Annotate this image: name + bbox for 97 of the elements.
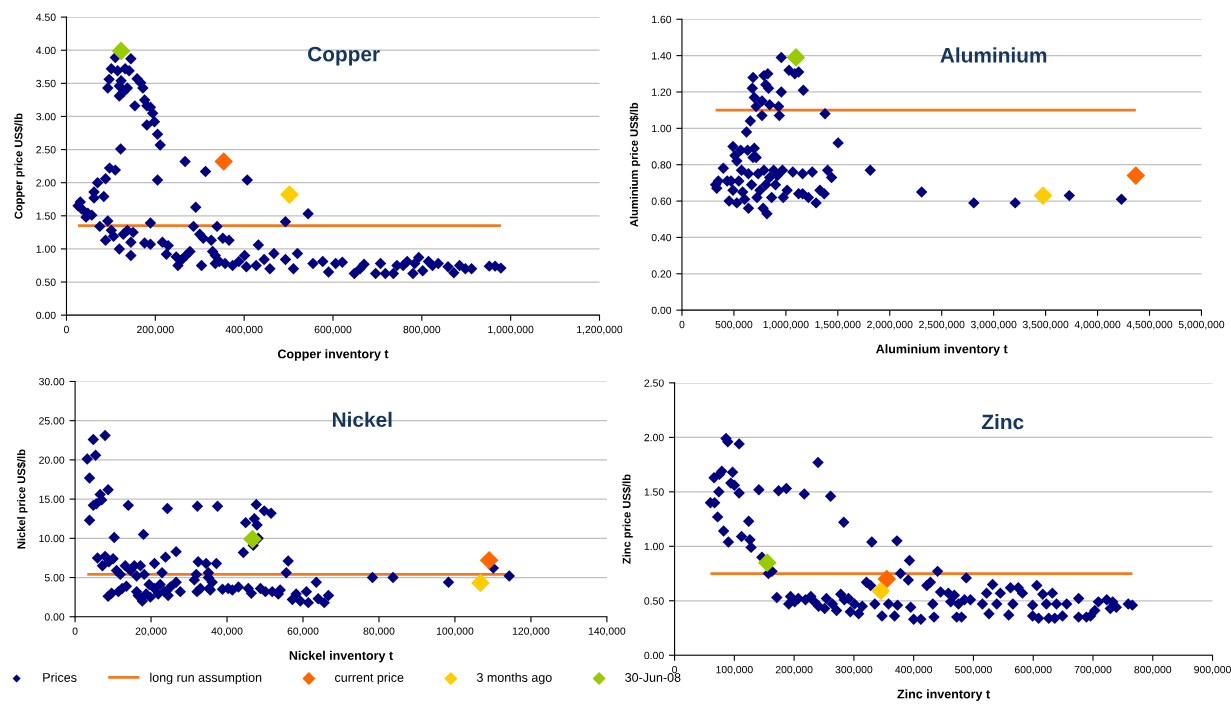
- y-tick-label: 1.50: [36, 212, 56, 220]
- y-tick-label: 5.00: [44, 574, 65, 582]
- legend-label: current price: [335, 672, 404, 685]
- x-tick-label: 400,000: [225, 325, 263, 335]
- y-tick-label: 0.00: [644, 651, 664, 660]
- y-tick-label: 4.00: [36, 46, 56, 55]
- y-tick-label: 0.40: [651, 233, 672, 242]
- y-tick-label: 0.60: [651, 197, 672, 205]
- y-tick-label: 0.50: [644, 597, 664, 605]
- x-tick-label: 4,500,000: [1126, 320, 1173, 330]
- x-tick-label: 3,000,000: [970, 320, 1017, 330]
- x-tick-label: 600,000: [1014, 665, 1052, 675]
- point: [1033, 186, 1053, 205]
- y-tick-label: 2.50: [644, 379, 664, 387]
- point: [280, 185, 299, 204]
- y-tick-label: 3.50: [36, 79, 56, 88]
- y-tick-label: 1.50: [644, 488, 664, 496]
- y-axis-title: Aluminium price US$/lb: [629, 102, 641, 227]
- y-tick-label: 1.20: [652, 88, 672, 96]
- x-tick-label: 1,000,000: [488, 325, 534, 335]
- x-axis-title: Zinc inventory t: [897, 689, 990, 701]
- x-axis-title: Nickel inventory t: [289, 650, 393, 663]
- x-tick-label: 2,000,000: [867, 320, 913, 330]
- x-tick-label: 800,000: [1134, 665, 1172, 675]
- x-tick-label: 80,000: [363, 627, 395, 637]
- y-tick-label: 0.00: [44, 613, 65, 621]
- x-tick-label: 100,000: [716, 665, 753, 675]
- x-tick-label: 500,000: [955, 665, 992, 675]
- legend-label: long run assumption: [150, 672, 262, 685]
- x-tick-label: 400,000: [895, 665, 933, 675]
- x-tick-label: 1,500,000: [815, 320, 861, 330]
- x-tick-label: 500,000: [715, 320, 753, 330]
- x-tick-label: 700,000: [1074, 665, 1112, 675]
- y-tick-label: 2.00: [644, 433, 664, 442]
- point: [479, 550, 499, 570]
- y-tick-label: 1.00: [652, 124, 672, 133]
- x-tick-label: 0: [672, 665, 678, 674]
- point: [877, 569, 897, 589]
- x-tick-label: 20,000: [135, 627, 167, 637]
- x-tick-label: 120,000: [512, 627, 550, 637]
- y-tick-label: 15.00: [39, 495, 65, 503]
- y-tick-label: 4.50: [36, 13, 56, 21]
- y-tick-label: 1.40: [652, 52, 672, 60]
- x-tick-label: 200,000: [137, 325, 174, 335]
- y-tick-label: 20.00: [39, 456, 65, 464]
- point: [757, 553, 777, 572]
- y-tick-label: 25.00: [39, 417, 65, 425]
- x-axis-title: Aluminium inventory t: [876, 344, 1008, 356]
- y-tick-label: 2.00: [36, 179, 56, 187]
- y-tick-label: 30.00: [39, 377, 65, 386]
- x-tick-label: 600,000: [314, 325, 352, 335]
- y-tick-label: 0.80: [651, 161, 672, 169]
- point: [214, 152, 234, 171]
- x-tick-label: 0: [679, 320, 685, 329]
- point: [243, 529, 262, 549]
- point: [786, 48, 806, 67]
- y-tick-label: 3.00: [36, 112, 56, 121]
- point: [111, 41, 131, 61]
- x-tick-label: 1,000,000: [763, 320, 809, 330]
- x-tick-label: 200,000: [775, 665, 813, 675]
- y-tick-label: 0.20: [651, 270, 672, 278]
- x-tick-label: 1,200,000: [577, 325, 623, 335]
- x-tick-label: 0: [72, 627, 78, 635]
- y-tick-label: 0.50: [36, 278, 56, 286]
- point: [871, 581, 891, 601]
- x-tick-label: 5,000,000: [1178, 320, 1225, 330]
- x-tick-label: 3,500,000: [1022, 320, 1069, 330]
- legend-label: Prices: [43, 672, 77, 682]
- x-tick-label: 140,000: [588, 627, 626, 637]
- x-tick-label: 300,000: [835, 665, 873, 675]
- y-tick-label: 1.00: [644, 542, 664, 551]
- text: Copper: [308, 46, 380, 66]
- x-tick-label: 60,000: [287, 627, 319, 637]
- y-tick-label: 1.60: [652, 15, 672, 24]
- x-tick-label: 800,000: [403, 325, 441, 335]
- y-axis-title: Copper price US$/lb: [14, 113, 25, 219]
- x-tick-label: 900,000: [1194, 665, 1231, 675]
- text: Zinc: [981, 414, 1024, 430]
- legend-label: 3 months ago: [476, 672, 552, 685]
- x-axis-title: Copper inventory t: [277, 349, 389, 361]
- x-tick-label: 2,500,000: [919, 320, 965, 330]
- legend-label: 30-Jun-08: [625, 673, 681, 682]
- y-tick-label: 1.00: [36, 245, 56, 253]
- text: Aluminium: [940, 47, 1047, 63]
- y-tick-label: 2.50: [36, 146, 56, 154]
- y-tick-label: 0.00: [36, 311, 56, 320]
- x-tick-label: 0: [63, 325, 69, 334]
- x-tick-label: 40,000: [211, 627, 243, 637]
- y-axis-title: Nickel price US$/lb: [16, 449, 28, 549]
- y-tick-label: 10.00: [39, 534, 65, 543]
- x-tick-label: 4,000,000: [1074, 320, 1121, 330]
- x-tick-label: 100,000: [436, 627, 474, 637]
- text: Nickel: [332, 411, 392, 428]
- y-tick-label: 0.00: [651, 306, 672, 315]
- point: [1126, 166, 1146, 185]
- y-axis-title: Zinc price US$/lb: [622, 474, 633, 564]
- point: [471, 573, 490, 593]
